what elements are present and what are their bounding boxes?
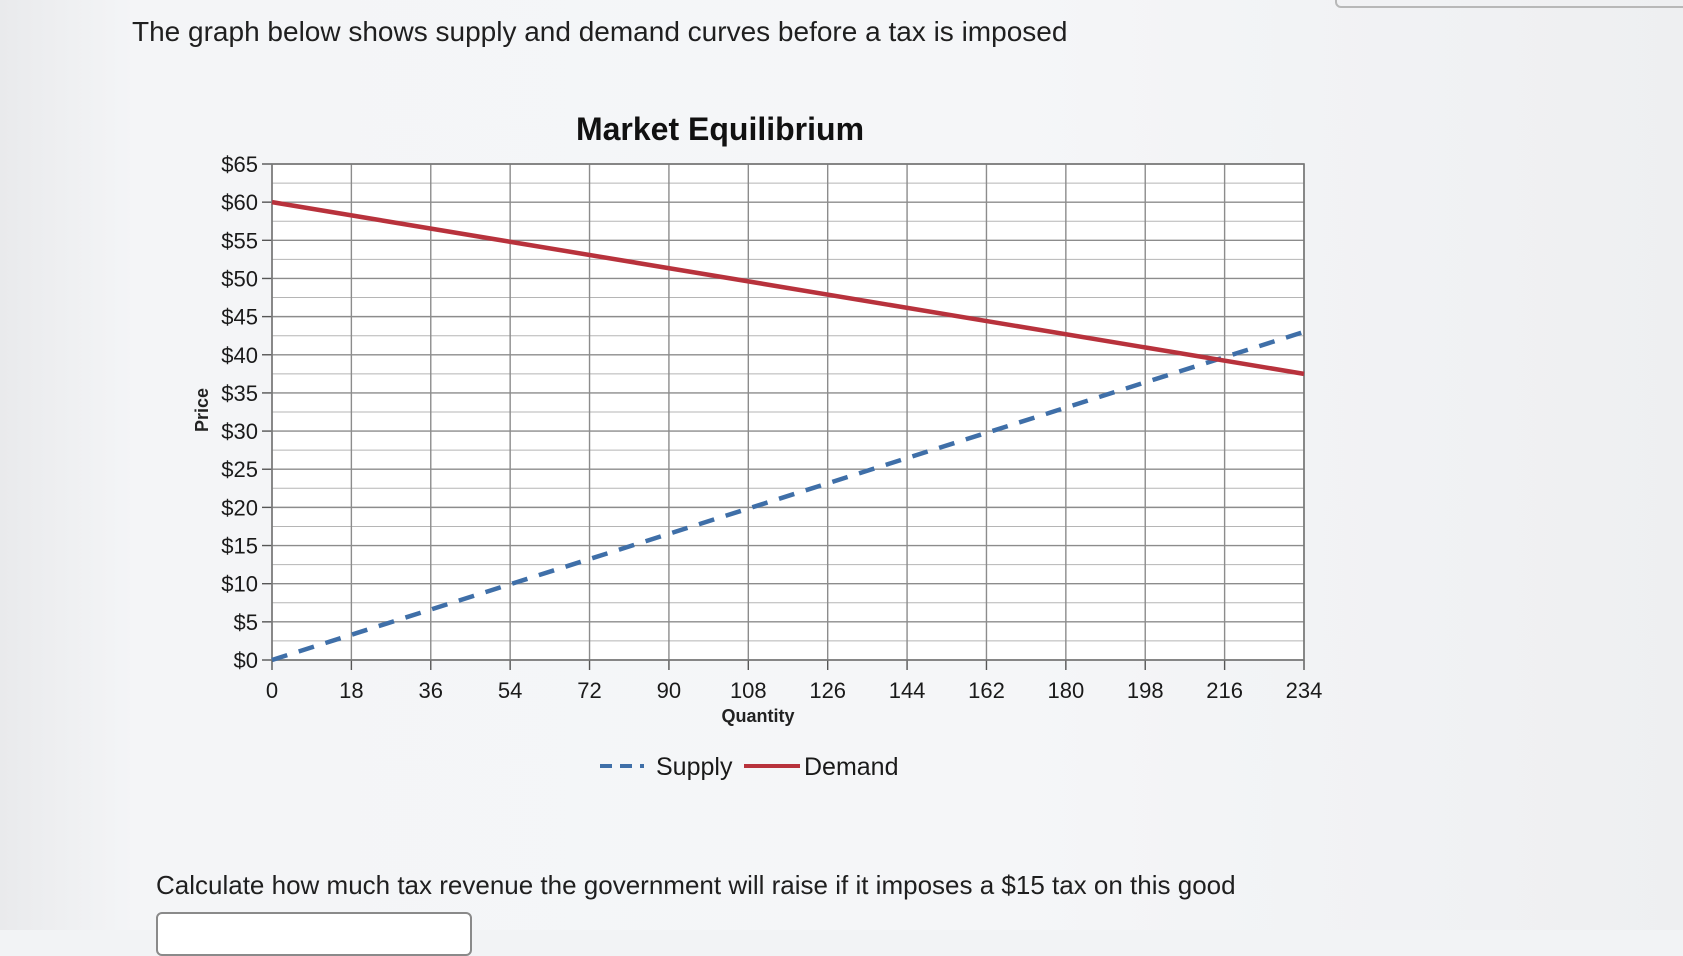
grid-lines [262,163,1305,670]
demand-line [271,199,1305,377]
legend-supply-label: Supply [656,753,733,781]
x-tick-labels: 0 18 36 54 72 90 108 126 144 162 180 198 216 234 [266,678,1322,703]
y-tick-label: $45 [221,305,258,330]
y-tick-label: $0 [234,648,258,673]
x-tick-label: 72 [577,678,601,703]
x-tick-label: 216 [1206,678,1243,703]
y-tick-label: $40 [221,343,258,368]
chart-title: Market Equilibrium [576,111,864,147]
y-tick-label: $65 [221,152,258,177]
x-tick-label: 90 [657,678,681,703]
y-tick-label: $55 [221,228,258,253]
x-tick-label: 108 [730,678,767,703]
y-tick-label: $10 [221,572,258,597]
top-right-field[interactable] [1335,0,1683,8]
question-intro: The graph below shows supply and demand … [132,16,1068,47]
y-tick-labels: $0 $5 $10 $15 $20 $25 $30 $35 $40 $45 $50 $55 $60 $65 [221,152,258,673]
x-axis-title: Quantity [721,706,794,726]
x-tick-label: 198 [1127,678,1164,703]
x-tick-label: 180 [1047,678,1084,703]
x-tick-label: 234 [1286,678,1323,703]
answer-input[interactable] [156,912,472,956]
legend: Supply Demand [600,753,899,781]
x-tick-label: 162 [968,678,1005,703]
y-tick-label: $25 [221,457,258,482]
plot-border [271,163,1305,661]
x-tick-label: 54 [498,678,522,703]
question-prompt: Calculate how much tax revenue the gover… [156,870,1236,900]
x-tick-label: 36 [419,678,443,703]
legend-demand-label: Demand [804,753,899,781]
x-tick-label: 144 [889,678,926,703]
series-lines [271,199,1305,663]
supply-line [271,329,1305,663]
x-tick-label: 0 [266,678,278,703]
y-tick-label: $15 [221,534,258,559]
y-tick-label: $5 [234,610,258,635]
y-tick-label: $35 [221,381,258,406]
y-tick-label: $60 [221,190,258,215]
y-tick-label: $30 [221,419,258,444]
y-tick-label: $50 [221,266,258,291]
x-tick-label: 18 [339,678,363,703]
y-axis-title: Price [192,388,212,432]
x-tick-label: 126 [809,678,846,703]
y-tick-label: $20 [221,495,258,520]
market-equilibrium-chart: 0 18 36 54 72 90 108 126 144 162 180 198 216 234 $0 $5… [192,111,1322,781]
